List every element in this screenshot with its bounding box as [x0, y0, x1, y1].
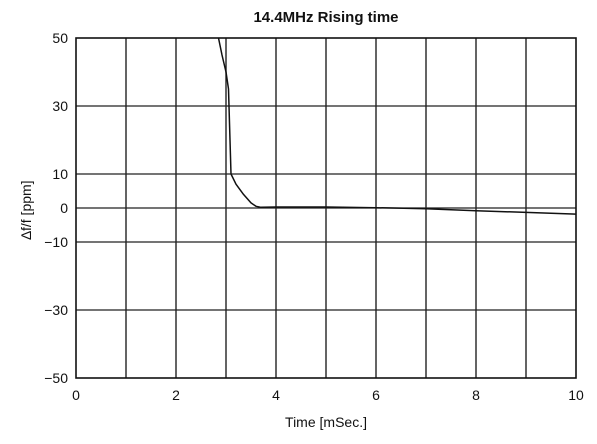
y-tick-label: −30 — [44, 302, 68, 318]
plot-frame — [75, 37, 577, 379]
x-tick-label: 10 — [568, 387, 584, 403]
x-tick-label: 4 — [272, 387, 280, 403]
x-tick-label: 6 — [372, 387, 380, 403]
plot-border — [75, 37, 577, 379]
x-tick-label: 2 — [172, 387, 180, 403]
y-tick-label: 10 — [52, 166, 68, 182]
y-tick-label: −50 — [44, 370, 68, 386]
grid — [76, 38, 576, 378]
y-tick-label: 50 — [52, 30, 68, 46]
x-tick-label: 8 — [472, 387, 480, 403]
y-axis-label: ∆f/f [ppm] — [18, 180, 34, 239]
series-layer — [217, 37, 577, 215]
chart-title: 14.4MHz Rising time — [253, 9, 398, 26]
x-tick-label: 0 — [72, 387, 80, 403]
x-axis-label: Time [mSec.] — [285, 414, 367, 430]
y-tick-label: 0 — [60, 200, 68, 216]
series-line-0 — [217, 37, 577, 215]
y-tick-label: −10 — [44, 234, 68, 250]
tick-labels: 0 2 4 6 8 10 50 30 10 0 −10 −30 −50 — [44, 30, 584, 403]
y-tick-label: 30 — [52, 98, 68, 114]
